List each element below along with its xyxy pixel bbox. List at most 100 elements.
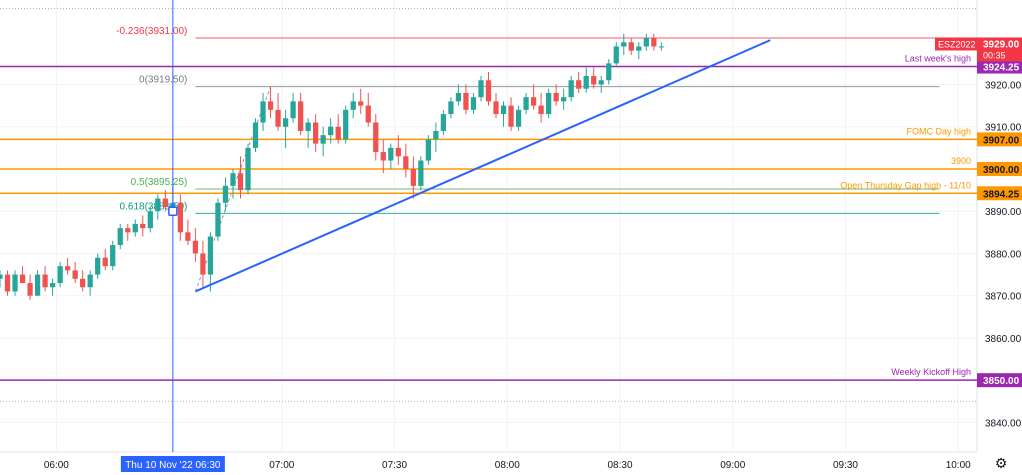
candle: [440, 114, 447, 131]
candle: [508, 105, 514, 127]
candle: [282, 118, 289, 127]
candle: [598, 80, 604, 85]
candle: [260, 101, 266, 123]
candle: [320, 135, 326, 144]
candle: [0, 274, 3, 279]
candle: [313, 122, 319, 144]
candle: [4, 274, 11, 292]
price-tick-label: 3890.00: [985, 207, 1022, 218]
candle: [147, 211, 153, 229]
candle: [500, 105, 507, 115]
candle: [140, 223, 146, 229]
crosshair-time-label: Thu 10 Nov '22 06:30: [125, 460, 221, 471]
level-price-tag: [977, 161, 1022, 176]
candle: [628, 42, 634, 51]
candle: [358, 101, 364, 106]
price-tick-label: 3920.00: [985, 80, 1022, 91]
candle: [643, 38, 649, 47]
current-price-tag: [977, 37, 1022, 62]
candle: [87, 274, 93, 288]
candle: [335, 126, 341, 140]
symbol-tag: [935, 37, 977, 51]
candle: [12, 274, 18, 292]
candle: [57, 266, 63, 284]
candle: [305, 122, 311, 131]
candle: [132, 223, 138, 233]
price-tick-label: 3860.00: [985, 334, 1022, 345]
candle: [651, 38, 657, 47]
candle: [230, 173, 236, 186]
time-axis[interactable]: 06:00 07:00 07:30 08:00 08:30 09:00 09:30 10:00…: [44, 456, 971, 472]
candle: [34, 274, 41, 296]
candle: [215, 202, 221, 237]
level-price-text: 3924.25: [983, 63, 1020, 74]
candle: [192, 240, 199, 254]
trendline[interactable]: [194, 39, 771, 293]
candle: [275, 109, 281, 127]
candle: [117, 228, 123, 246]
candle: [530, 97, 537, 106]
candle: [395, 147, 401, 157]
candle: [538, 105, 544, 115]
level-label: Last week's high: [905, 54, 971, 64]
symbol-label: ESZ2022: [938, 39, 976, 49]
level-label: Open Thursday Gap high - 11/10: [840, 180, 971, 190]
level-label: 3900: [951, 156, 971, 166]
trendline-line: [194, 39, 771, 293]
candle: [463, 92, 469, 110]
candle: [561, 97, 567, 102]
candle: [207, 236, 214, 275]
candle: [388, 147, 394, 161]
candle: [583, 76, 589, 89]
candle: [493, 101, 499, 115]
candle: [343, 109, 349, 140]
candle: [65, 266, 71, 271]
candle: [155, 198, 161, 212]
level-price-text: 3850.00: [983, 376, 1020, 387]
level-price-tag: [977, 373, 1022, 388]
level-price-text: 3900.00: [983, 165, 1020, 176]
candle: [410, 168, 416, 186]
time-tick-label: 10:00: [946, 460, 971, 471]
time-tick-label: 09:30: [833, 460, 858, 471]
level-price-tag: [977, 132, 1022, 147]
candle: [237, 173, 244, 191]
level-price-text: 3894.25: [983, 189, 1020, 200]
candle: [433, 130, 439, 140]
candle: [613, 46, 619, 64]
time-tick-label: 08:00: [495, 460, 520, 471]
candle: [606, 63, 612, 81]
candle: [425, 139, 432, 161]
level-price-tag: [977, 59, 1022, 74]
candle: [49, 283, 56, 288]
price-tick-label: 3870.00: [985, 292, 1022, 303]
fib-retracement[interactable]: -0.236(3931.00) 0(3919.50) 0.5(3895.25) 0.6…: [116, 26, 940, 292]
candle: [267, 101, 274, 110]
candle: [350, 101, 356, 110]
gear-icon[interactable]: ⚙: [994, 455, 1008, 471]
candle: [418, 160, 424, 186]
horizontal-levels[interactable]: Last week's high FOMC Day high 3900 Open Th…: [0, 54, 977, 381]
candle: [162, 198, 168, 207]
candle: [636, 46, 642, 51]
candle: [568, 80, 574, 98]
candle: [448, 101, 454, 115]
candle: [576, 80, 582, 89]
time-tick-label: 07:00: [269, 460, 294, 471]
candle: [545, 92, 552, 115]
time-tick-label: 08:30: [608, 460, 633, 471]
price-axis[interactable]: 3840.00 3850.00 3860.00 3870.00 3880.00 3890.…: [935, 37, 1022, 429]
candle: [523, 97, 529, 110]
grid: [0, 0, 978, 453]
candle: [403, 156, 409, 169]
candle: [110, 245, 116, 267]
candle: [328, 126, 334, 136]
candle: [95, 257, 101, 275]
candle: [19, 274, 26, 284]
candle: [455, 92, 462, 102]
candle: [185, 232, 191, 241]
candle: [515, 109, 522, 127]
candle: [658, 46, 664, 48]
candle: [297, 101, 304, 131]
